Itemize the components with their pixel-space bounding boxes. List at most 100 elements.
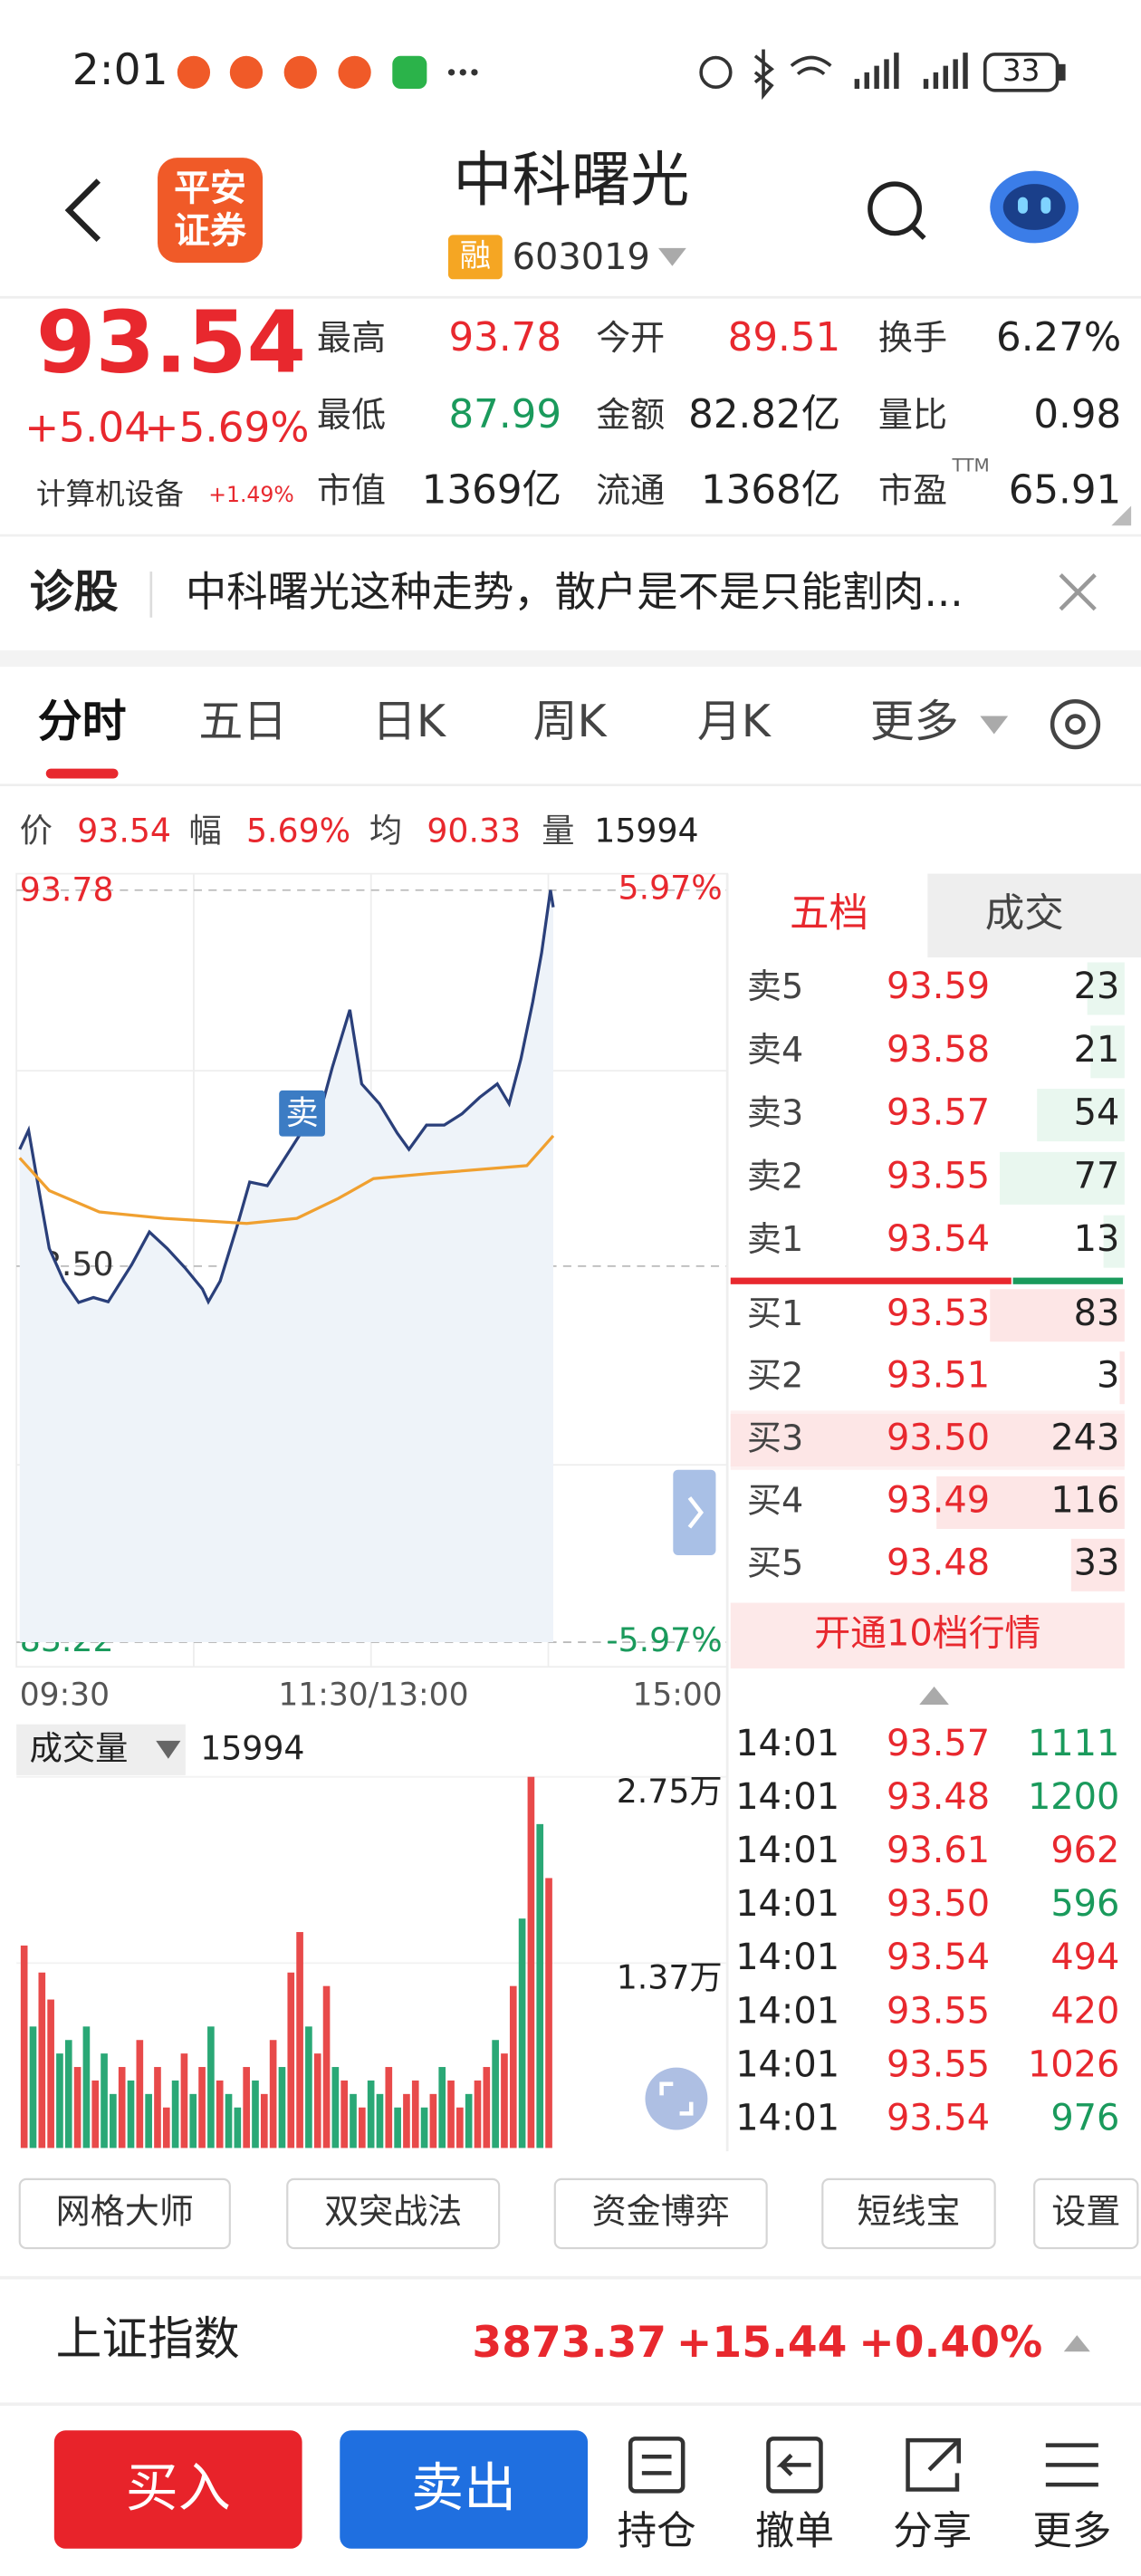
- tool-button[interactable]: [1033, 2177, 1139, 2250]
- depth-bar: [1119, 1351, 1125, 1405]
- scroll-up[interactable]: [919, 1687, 949, 1705]
- trade-volume: 1026: [1028, 2043, 1119, 2085]
- trades-tab-bg[interactable]: [927, 873, 1141, 958]
- book-label: 买2: [747, 1356, 803, 1396]
- volume-selector[interactable]: [16, 1724, 186, 1775]
- book-label: 买4: [747, 1480, 803, 1520]
- depth-bar: [1037, 1089, 1125, 1142]
- volume-bar: [385, 2067, 393, 2148]
- period-tab[interactable]: 周K: [533, 696, 609, 747]
- assistant-button[interactable]: [990, 170, 1079, 244]
- nav-label[interactable]: 撤单: [755, 2509, 834, 2554]
- x-tick-label: 09:30: [20, 1677, 110, 1713]
- trades-tab[interactable]: 成交: [985, 891, 1064, 937]
- book-label: 买1: [747, 1293, 803, 1333]
- close-news[interactable]: [1059, 573, 1097, 611]
- volume-bar: [474, 2080, 482, 2148]
- volume-bar: [420, 2107, 428, 2148]
- volume-bar: [162, 2107, 170, 2148]
- notification-icons: [177, 55, 478, 90]
- period-tab[interactable]: 更多: [870, 696, 959, 747]
- buy-button[interactable]: [53, 2430, 302, 2549]
- volume-bar: [20, 1945, 28, 2148]
- volume-bar: [367, 2080, 375, 2148]
- active-tab-indicator: [45, 768, 119, 779]
- stat-label: 市盈: [878, 470, 947, 510]
- stock-code: 603019: [513, 236, 650, 278]
- depth-bar: [936, 1475, 1125, 1529]
- nav-label[interactable]: 持仓: [618, 2509, 696, 2554]
- book-volume: 13: [1074, 1218, 1120, 1260]
- book-volume: 77: [1074, 1155, 1120, 1197]
- tool-button[interactable]: [286, 2177, 501, 2250]
- nav-label[interactable]: 更多: [1032, 2509, 1111, 2554]
- period-tab[interactable]: 月K: [697, 696, 772, 747]
- upgrade-text: 开通10档行情: [814, 1612, 1040, 1654]
- index-expand[interactable]: [1063, 2335, 1090, 2352]
- stat-value: 1368亿: [701, 467, 840, 513]
- stat-label: 今开: [596, 318, 665, 358]
- period-tab[interactable]: 日K: [372, 696, 447, 747]
- tool-button[interactable]: [821, 2177, 996, 2250]
- volume-bar: [260, 2093, 268, 2148]
- depth-bar: [1070, 1538, 1125, 1591]
- index-name: 上证指数: [56, 2312, 240, 2365]
- book-volume: 21: [1074, 1029, 1120, 1071]
- trade-marker: [279, 1090, 325, 1137]
- code-dropdown[interactable]: [657, 247, 686, 266]
- tool-button[interactable]: [553, 2177, 768, 2250]
- volume-bar: [110, 2093, 117, 2148]
- trade-price: 93.50: [887, 1883, 990, 1925]
- volume-bar: [38, 1972, 46, 2148]
- price-area: [19, 889, 553, 1643]
- average-line: [18, 1134, 555, 1226]
- trade-price: 93.57: [887, 1723, 990, 1764]
- period-tab[interactable]: 分时: [38, 696, 127, 747]
- stat-label: 换手: [878, 318, 947, 358]
- news-text[interactable]: 中科曙光这种走势，散户是不是只能割肉...: [186, 568, 964, 616]
- back-button[interactable]: [64, 178, 101, 243]
- divider: [0, 2402, 1141, 2407]
- trade-time: 14:01: [735, 1776, 839, 1818]
- nav-label[interactable]: 分享: [893, 2509, 972, 2554]
- expand-corner[interactable]: [1111, 505, 1132, 526]
- upgrade-banner[interactable]: [730, 1602, 1125, 1669]
- period-tabs: 分时 五日 日K 周K 月K 更多: [38, 696, 1009, 779]
- y-tick-label: 93.78: [20, 870, 114, 909]
- y2-tick-label: 5.97%: [618, 869, 723, 908]
- x-tick-label: 11:30/13:00: [278, 1677, 468, 1713]
- volume-tick-label: 1.37万: [617, 1957, 723, 1996]
- order-book: 卖5 93.59 23 卖4 93.58 21 卖3 93.57 54 卖2 93.55 77 卖1 93…: [730, 962, 1125, 1591]
- tool-button[interactable]: [18, 2177, 231, 2250]
- price-change: +5.04: [24, 404, 150, 452]
- book-label: 卖3: [747, 1093, 803, 1133]
- trade-price: 93.61: [887, 1830, 990, 1871]
- bottom-nav: 持仓 撤单 分享 更多: [618, 2509, 1112, 2554]
- side-toggle[interactable]: [673, 1469, 716, 1555]
- margin-badge: [447, 235, 503, 280]
- stat-label: 金额: [596, 395, 665, 435]
- book-divider-red: [730, 1277, 1012, 1284]
- logo-text: 平安: [174, 168, 246, 209]
- readout-label: 价: [20, 811, 53, 850]
- orderbook-tab[interactable]: 五档: [790, 891, 868, 937]
- volume-bar: [509, 1985, 517, 2148]
- volume-bar: [296, 1932, 303, 2148]
- fullscreen-button[interactable]: [645, 2067, 708, 2130]
- book-volume: 3: [1097, 1355, 1119, 1397]
- period-tab[interactable]: 五日: [198, 696, 287, 747]
- volume-bar: [91, 2080, 100, 2148]
- sell-button[interactable]: [340, 2430, 589, 2549]
- tool-label: 短线宝: [857, 2191, 960, 2231]
- book-label: 卖1: [747, 1219, 803, 1259]
- volume-bar: [518, 1918, 526, 2148]
- trade-time: 14:01: [735, 2097, 839, 2139]
- settings-button[interactable]: [1050, 698, 1101, 750]
- volume-bar: [492, 2040, 499, 2148]
- volume-bar: [136, 2040, 144, 2148]
- search-button[interactable]: [868, 181, 926, 240]
- volume-bar: [234, 2107, 242, 2148]
- stat-label: 量比: [878, 395, 947, 435]
